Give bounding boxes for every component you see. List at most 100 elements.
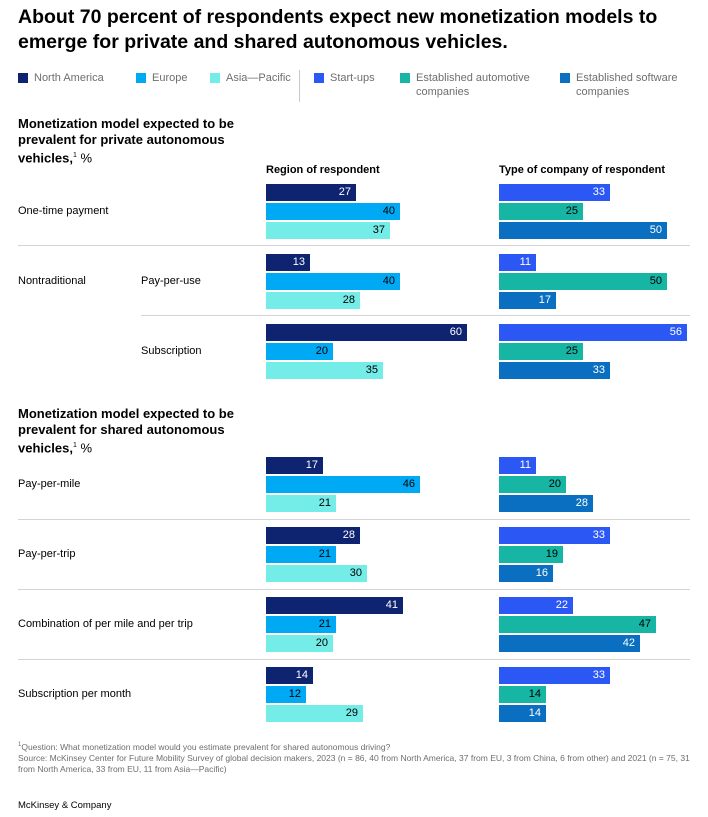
bar-pay-per-trip-established-automotive-companies-label: 19 <box>545 548 558 560</box>
bar-subscription-per-month-north-america <box>266 667 313 684</box>
row-label-combination-of-per-mile-and-per-trip: Combination of per mile and per trip <box>18 618 193 630</box>
bar-pay-per-trip-north-america <box>266 527 360 544</box>
bar-subscription-per-month-established-automotive-companies-label: 14 <box>528 688 541 700</box>
footnote-question: 1Question: What monetization model would… <box>18 741 391 752</box>
chart-title: About 70 percent of respondents expect n… <box>18 6 658 53</box>
bar-subscription-per-month-start-ups-label: 33 <box>592 669 605 681</box>
bar-pay-per-mile-north-america-label: 17 <box>305 459 318 471</box>
bar-combination-of-per-mile-and-per-trip-established-software-companies <box>499 635 640 652</box>
bar-one-time-payment-asia-pacific <box>266 222 390 239</box>
bar-pay-per-mile-established-software-companies-label: 28 <box>575 497 588 509</box>
group-label-nontraditional: Nontraditional <box>18 275 86 287</box>
row-label-pay-per-mile: Pay-per-mile <box>18 478 81 490</box>
row-separator <box>18 245 690 246</box>
bar-one-time-payment-europe-label: 40 <box>382 205 395 217</box>
bar-one-time-payment-asia-pacific-label: 37 <box>372 224 385 236</box>
section-title-shared: Monetization model expected to be preval… <box>18 406 234 456</box>
bar-one-time-payment-established-software-companies-label: 50 <box>649 224 662 236</box>
bar-combination-of-per-mile-and-per-trip-north-america <box>266 597 403 614</box>
legend-divider <box>299 70 300 102</box>
bar-pay-per-trip-north-america-label: 28 <box>342 529 355 541</box>
bar-one-time-payment-start-ups <box>499 184 610 201</box>
bar-pay-per-mile-europe <box>266 476 420 493</box>
bar-subscription-north-america-label: 60 <box>449 326 462 338</box>
bar-subscription-start-ups-label: 56 <box>669 326 682 338</box>
bar-pay-per-trip-established-software-companies <box>499 565 553 582</box>
section-title-private: Monetization model expected to be preval… <box>18 116 234 166</box>
legend-swatch <box>18 73 28 83</box>
bar-pay-per-mile-europe-label: 46 <box>402 478 415 490</box>
bar-pay-per-use-europe-label: 40 <box>382 275 395 287</box>
column-header-region: Region of respondent <box>266 164 380 176</box>
bar-subscription-per-month-north-america-label: 14 <box>295 669 308 681</box>
bar-pay-per-use-established-software-companies-label: 17 <box>538 294 551 306</box>
legend-swatch <box>400 73 410 83</box>
bar-one-time-payment-established-automotive-companies <box>499 203 583 220</box>
bar-combination-of-per-mile-and-per-trip-asia-pacific <box>266 635 333 652</box>
bar-pay-per-trip-asia-pacific <box>266 565 367 582</box>
bar-combination-of-per-mile-and-per-trip-north-america-label: 41 <box>385 599 398 611</box>
bar-pay-per-trip-europe-label: 21 <box>318 548 331 560</box>
bar-subscription-per-month-asia-pacific <box>266 705 363 722</box>
bar-combination-of-per-mile-and-per-trip-europe <box>266 616 336 633</box>
bar-pay-per-trip-europe <box>266 546 336 563</box>
bar-one-time-payment-established-software-companies <box>499 222 667 239</box>
footnote-source: Source: McKinsey Center for Future Mobil… <box>18 752 690 774</box>
bar-pay-per-mile-established-automotive-companies <box>499 476 566 493</box>
bar-subscription-per-month-established-automotive-companies <box>499 686 546 703</box>
bar-pay-per-mile-established-software-companies <box>499 495 593 512</box>
bar-pay-per-mile-established-automotive-companies-label: 20 <box>548 478 561 490</box>
bar-pay-per-use-established-automotive-companies <box>499 273 667 290</box>
legend-swatch <box>210 73 220 83</box>
bar-subscription-per-month-start-ups <box>499 667 610 684</box>
bar-one-time-payment-start-ups-label: 33 <box>592 186 605 198</box>
bar-one-time-payment-established-automotive-companies-label: 25 <box>565 205 578 217</box>
bar-subscription-established-software-companies-label: 33 <box>592 364 605 376</box>
row-label-subscription-per-month: Subscription per month <box>18 688 132 700</box>
row-label-pay-per-trip: Pay-per-trip <box>18 548 76 560</box>
bar-pay-per-mile-north-america <box>266 457 323 474</box>
bar-pay-per-mile-start-ups-label: 11 <box>519 459 531 471</box>
bar-pay-per-trip-established-software-companies-label: 16 <box>535 567 548 579</box>
bar-one-time-payment-europe <box>266 203 400 220</box>
bar-subscription-established-automotive-companies <box>499 343 583 360</box>
bar-one-time-payment-north-america-label: 27 <box>338 186 351 198</box>
bar-combination-of-per-mile-and-per-trip-europe-label: 21 <box>318 618 331 630</box>
legend-label: North America <box>34 72 104 84</box>
legend-label: Europe <box>152 72 188 84</box>
bar-combination-of-per-mile-and-per-trip-established-software-companies-label: 42 <box>622 637 635 649</box>
row-separator <box>18 659 690 660</box>
bar-combination-of-per-mile-and-per-trip-established-automotive-companies-label: 47 <box>638 618 651 630</box>
row-separator <box>141 315 690 316</box>
bar-subscription-europe <box>266 343 333 360</box>
bar-pay-per-trip-start-ups <box>499 527 610 544</box>
legend-label: Established automotive companies <box>416 72 530 98</box>
bar-combination-of-per-mile-and-per-trip-established-automotive-companies <box>499 616 656 633</box>
row-label-one-time-payment: One-time payment <box>18 205 109 217</box>
row-label-pay-per-use: Pay-per-use <box>141 275 201 287</box>
bar-combination-of-per-mile-and-per-trip-start-ups <box>499 597 573 614</box>
bar-subscription-per-month-europe <box>266 686 306 703</box>
bar-combination-of-per-mile-and-per-trip-asia-pacific-label: 20 <box>315 637 328 649</box>
legend-label: Start-ups <box>330 72 375 84</box>
bar-pay-per-use-north-america-label: 13 <box>292 256 305 268</box>
bar-subscription-established-software-companies <box>499 362 610 379</box>
bar-one-time-payment-north-america <box>266 184 356 201</box>
bar-subscription-per-month-established-software-companies-label: 14 <box>528 707 541 719</box>
bar-subscription-europe-label: 20 <box>315 345 328 357</box>
bar-pay-per-use-europe <box>266 273 400 290</box>
bar-pay-per-mile-start-ups <box>499 457 536 474</box>
legend-label: Asia—Pacific <box>226 72 291 84</box>
bar-pay-per-mile-asia-pacific <box>266 495 336 512</box>
bar-combination-of-per-mile-and-per-trip-start-ups-label: 22 <box>555 599 568 611</box>
bar-pay-per-trip-established-automotive-companies <box>499 546 563 563</box>
bar-subscription-start-ups <box>499 324 687 341</box>
bar-pay-per-use-asia-pacific-label: 28 <box>342 294 355 306</box>
column-header-company: Type of company of respondent <box>499 164 666 176</box>
footnote: 1Question: What monetization model would… <box>18 740 698 775</box>
bar-subscription-per-month-established-software-companies <box>499 705 546 722</box>
bar-pay-per-use-established-automotive-companies-label: 50 <box>649 275 662 287</box>
row-separator <box>18 589 690 590</box>
legend-swatch <box>314 73 324 83</box>
bar-pay-per-use-north-america <box>266 254 310 271</box>
